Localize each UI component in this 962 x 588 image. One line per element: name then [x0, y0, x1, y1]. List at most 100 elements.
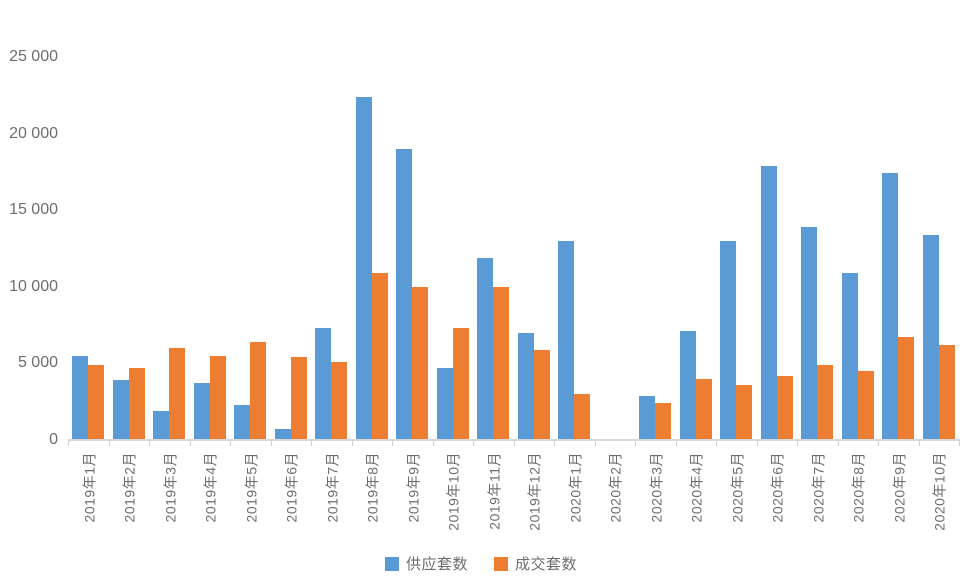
- x-tick-label: 2019年3月: [162, 452, 179, 523]
- axis-tick-mark: [554, 441, 555, 446]
- x-label-cell: 2019年1月: [68, 443, 109, 545]
- x-label-cell: 2020年9月: [878, 443, 919, 545]
- x-tick-label: 2019年9月: [405, 452, 422, 523]
- bar-group: [676, 57, 717, 440]
- x-tick-label: 2019年12月: [526, 452, 543, 531]
- bar-deal: [250, 341, 267, 440]
- bar-deal: [776, 375, 793, 440]
- x-tick-label: 2019年8月: [364, 452, 381, 523]
- legend-swatch-icon: [494, 556, 508, 571]
- x-tick-label: 2019年7月: [324, 452, 341, 523]
- axis-tick-mark: [311, 441, 312, 446]
- x-axis-labels: 2019年1月 2019年2月 2019年3月 2019年4月 2019年5月 2019年…: [68, 443, 959, 545]
- x-label-cell: 2020年4月: [676, 443, 717, 545]
- x-label-cell: 2019年8月: [352, 443, 393, 545]
- bar-deal: [493, 286, 510, 440]
- bar-deal: [857, 371, 874, 440]
- bar-deal: [331, 361, 348, 440]
- x-label-cell: 2019年12月: [514, 443, 555, 545]
- bar-deal: [209, 355, 226, 440]
- legend: 供应套数 成交套数: [0, 553, 962, 574]
- bar-group: [190, 57, 231, 440]
- x-tick-label: 2019年11月: [486, 452, 503, 530]
- axis-tick-mark: [716, 441, 717, 446]
- axis-tick-mark: [918, 441, 920, 446]
- x-label-cell: 2019年5月: [230, 443, 271, 545]
- bar-deal: [412, 286, 429, 440]
- bar-deal: [533, 349, 550, 440]
- bar-group: [433, 57, 474, 440]
- axis-tick-mark: [837, 441, 839, 446]
- x-tick-label: 2020年5月: [729, 452, 746, 523]
- bar-group: [473, 57, 514, 440]
- x-tick-label: 2019年1月: [81, 452, 98, 523]
- x-label-cell: 2020年7月: [797, 443, 838, 545]
- bar-group: [595, 57, 636, 440]
- bar-group: [352, 57, 393, 440]
- bar-supply: [477, 257, 494, 440]
- x-tick-label: 2020年8月: [850, 452, 867, 523]
- bar-supply: [234, 404, 251, 440]
- bar-group: [716, 57, 757, 440]
- x-label-cell: 2020年1月: [554, 443, 595, 545]
- y-tick-label: 0: [49, 431, 58, 448]
- axis-tick-mark: [594, 441, 596, 446]
- bar-group: [919, 57, 960, 440]
- axis-tick-mark: [270, 441, 272, 446]
- legend-item: 供应套数: [384, 553, 468, 574]
- axis-tick-mark: [959, 441, 960, 446]
- bar-group: [230, 57, 271, 440]
- bar-supply: [760, 165, 777, 440]
- bar-supply: [517, 332, 534, 440]
- bar-deal: [736, 384, 753, 440]
- x-tick-label: 2020年10月: [931, 452, 948, 531]
- x-label-cell: 2020年2月: [595, 443, 636, 545]
- bar-group: [271, 57, 312, 440]
- axis-tick-mark: [797, 441, 798, 446]
- axis-tick-mark: [756, 441, 758, 446]
- bar-group: [311, 57, 352, 440]
- bar-supply: [841, 273, 858, 440]
- y-tick-label: 15 000: [9, 201, 58, 219]
- bar-deal: [938, 345, 955, 440]
- bar-deal: [695, 378, 712, 440]
- x-label-cell: 2019年11月: [473, 443, 514, 545]
- x-tick-label: 2020年9月: [891, 452, 908, 523]
- x-label-cell: 2019年6月: [271, 443, 312, 545]
- y-tick-label: 5 000: [17, 354, 58, 372]
- legend-swatch-icon: [384, 556, 399, 571]
- plot-area: [68, 57, 959, 440]
- bar-supply: [72, 355, 89, 440]
- axis-tick-mark: [675, 441, 677, 446]
- bar-group: [109, 57, 150, 440]
- bar-group: [554, 57, 595, 440]
- axis-tick-mark: [473, 441, 474, 446]
- bar-group: [514, 57, 555, 440]
- bar-deal: [169, 348, 186, 440]
- bar-supply: [679, 331, 696, 440]
- axis-tick-mark: [230, 441, 231, 446]
- axis-tick-mark: [189, 441, 191, 446]
- x-tick-label: 2020年3月: [648, 452, 665, 523]
- bar-deal: [452, 328, 469, 440]
- x-label-cell: 2020年8月: [838, 443, 879, 545]
- axis-tick-mark: [513, 441, 515, 446]
- bar-supply: [193, 383, 210, 440]
- bar-supply: [922, 234, 939, 440]
- x-label-cell: 2020年3月: [635, 443, 676, 545]
- bar-supply: [436, 368, 453, 440]
- bar-supply: [801, 227, 818, 440]
- bar-group: [838, 57, 879, 440]
- x-label-cell: 2020年10月: [919, 443, 960, 545]
- bar-group: [878, 57, 919, 440]
- axis-tick-mark: [432, 441, 434, 446]
- bar-supply: [396, 148, 413, 440]
- bar-deal: [128, 368, 145, 440]
- bar-supply: [720, 240, 737, 440]
- bar-group: [797, 57, 838, 440]
- axis-tick-mark: [392, 441, 393, 446]
- bar-supply: [274, 429, 291, 440]
- x-tick-label: 2019年5月: [243, 452, 260, 523]
- axis-tick-mark: [635, 441, 636, 446]
